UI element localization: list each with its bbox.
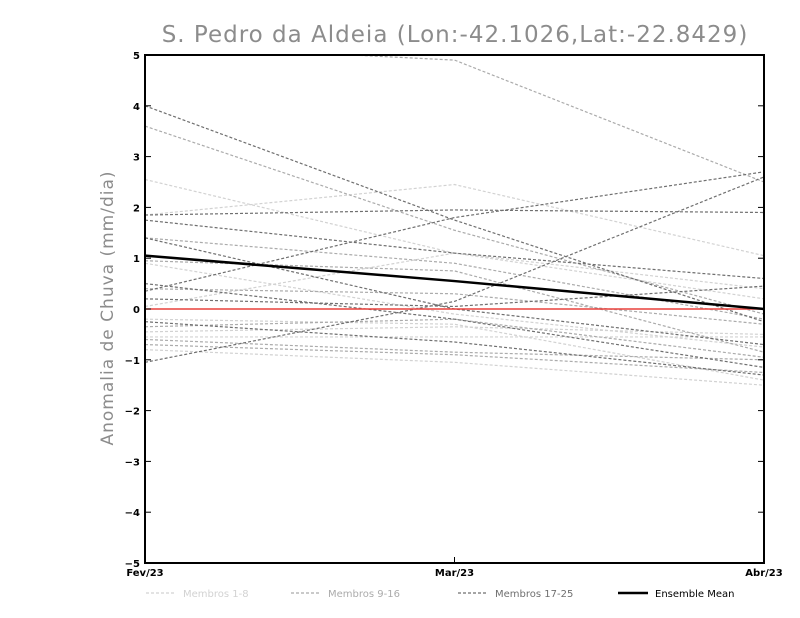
member-line-m8 xyxy=(145,262,764,348)
legend-label: Membros 17-25 xyxy=(495,589,573,600)
y-tick-label: −4 xyxy=(125,508,140,519)
member-series-group xyxy=(145,55,764,386)
x-tick-label: Abr/23 xyxy=(745,568,782,579)
member-line-m4 xyxy=(145,326,764,335)
y-tick-label: 4 xyxy=(133,102,140,113)
x-tick-label: Mar/23 xyxy=(435,568,474,579)
ensemble-mean-line xyxy=(144,254,765,311)
y-axis: −5 −4 −3 −2 −1 0 1 2 3 4 5 xyxy=(125,51,764,570)
y-tick-label: 5 xyxy=(133,51,140,62)
member-line-m25 xyxy=(145,283,764,369)
member-line-m12 xyxy=(145,318,764,358)
member-line-m13 xyxy=(145,338,764,361)
member-line-m19 xyxy=(145,219,764,280)
member-line-m16 xyxy=(145,343,764,374)
member-line-m15 xyxy=(145,260,764,353)
member-line-m17 xyxy=(145,105,764,323)
member-line-m11 xyxy=(145,288,764,325)
y-tick-label: −1 xyxy=(125,356,140,367)
member-line-m2 xyxy=(145,183,764,257)
x-axis: Fev/23 Mar/23 Abr/23 xyxy=(126,557,783,579)
member-line-m3 xyxy=(145,252,764,308)
member-line-m9 xyxy=(145,125,764,315)
y-axis-label: Anomalia de Chuva (mm/dia) xyxy=(98,170,118,445)
member-line-m21 xyxy=(145,176,764,363)
legend-label: Ensemble Mean xyxy=(655,589,734,600)
legend-label: Membros 9-16 xyxy=(328,589,400,600)
legend-label: Membros 1-8 xyxy=(183,589,249,600)
y-tick-label: 0 xyxy=(133,305,140,316)
y-tick-label: 1 xyxy=(133,254,140,265)
y-tick-label: 2 xyxy=(133,203,140,214)
member-line-m6 xyxy=(145,349,764,386)
x-tick-label: Fev/23 xyxy=(126,568,163,579)
y-tick-label: −5 xyxy=(125,559,140,570)
member-line-m14 xyxy=(339,55,764,183)
member-line-m1 xyxy=(145,178,764,290)
member-line-m24 xyxy=(145,321,764,376)
legend: Membros 1-8 Membros 9-16 Membros 17-25 Ense… xyxy=(146,589,734,600)
member-line-m7 xyxy=(145,318,764,381)
member-line-m20 xyxy=(145,171,764,292)
y-tick-label: −2 xyxy=(125,407,140,418)
y-tick-label: 3 xyxy=(133,153,140,164)
member-line-m22 xyxy=(145,285,764,308)
y-tick-label: −3 xyxy=(125,457,140,468)
member-line-m18 xyxy=(145,209,764,216)
chart-title: S. Pedro da Aldeia (Lon:-42.1026,Lat:-22… xyxy=(162,22,749,48)
